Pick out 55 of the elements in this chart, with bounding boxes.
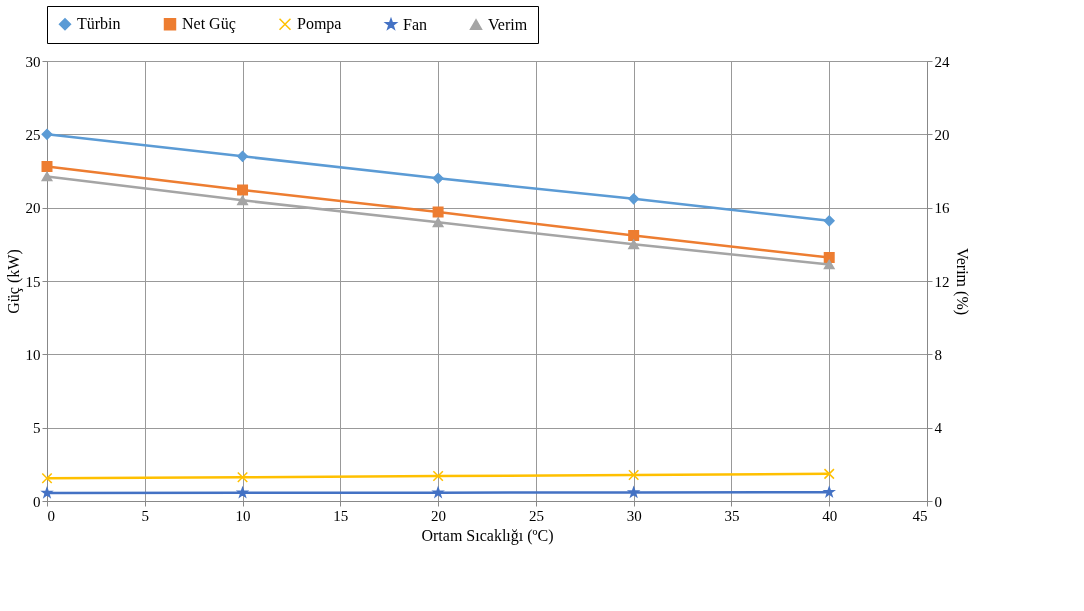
y-tick-label: 30 — [25, 53, 41, 70]
y-tick-label: 10 — [25, 346, 41, 363]
point — [432, 206, 444, 218]
point — [237, 195, 249, 206]
point — [432, 217, 444, 228]
legend-label: Verim — [488, 15, 528, 33]
point — [41, 472, 53, 484]
x-tick-label: 15 — [333, 507, 349, 524]
y-tick-label: 25 — [25, 126, 41, 143]
x-tick-label: 10 — [235, 507, 251, 524]
point — [237, 471, 249, 483]
legend-label: Fan — [403, 15, 427, 33]
x-tick-label: 40 — [822, 507, 838, 524]
x-tick-label: 35 — [724, 507, 740, 524]
point — [823, 215, 835, 227]
point — [432, 470, 444, 482]
x-tick-label: 25 — [528, 507, 544, 524]
y-tick-label: 0 — [33, 493, 41, 510]
y2-tick-label: 24 — [934, 53, 950, 70]
y2-tick-label: 0 — [934, 493, 942, 510]
point — [823, 259, 835, 270]
point — [41, 171, 53, 182]
y-tick-label: 15 — [25, 273, 41, 290]
point — [823, 252, 835, 264]
x-tick-label: 45 — [912, 507, 928, 524]
legend-label: Pompa — [297, 15, 342, 34]
point — [628, 239, 640, 250]
point — [237, 487, 248, 498]
y-axis-title: Güç (kW) — [4, 249, 23, 314]
point — [237, 150, 249, 162]
y2-tick-label: 12 — [934, 273, 950, 290]
y2-axis-title: Verim (%) — [952, 247, 971, 316]
point — [41, 161, 53, 173]
x-tick-label: 0 — [47, 507, 55, 524]
point — [628, 469, 640, 481]
point — [823, 486, 835, 497]
y2-tick-label: 20 — [934, 126, 950, 143]
y2-tick-label: 8 — [934, 346, 942, 363]
x-tick-label: 5 — [141, 507, 150, 524]
x-axis-title: Ortam Sıcaklığı (ºC) — [421, 526, 554, 545]
y-tick-label: 5 — [33, 420, 41, 437]
point — [41, 128, 53, 140]
x-tick-label: 30 — [626, 507, 642, 524]
y-tick-label: 20 — [25, 200, 41, 217]
point — [823, 468, 835, 480]
y2-tick-label: 4 — [934, 420, 943, 437]
point — [41, 487, 53, 498]
x-tick-label: 20 — [431, 507, 447, 524]
y2-tick-label: 16 — [934, 200, 950, 217]
legend-label: Net Güç — [182, 15, 236, 34]
point — [432, 172, 444, 184]
point — [628, 230, 640, 242]
point — [628, 193, 640, 205]
legend-label: Türbin — [77, 15, 121, 33]
point — [237, 184, 249, 196]
